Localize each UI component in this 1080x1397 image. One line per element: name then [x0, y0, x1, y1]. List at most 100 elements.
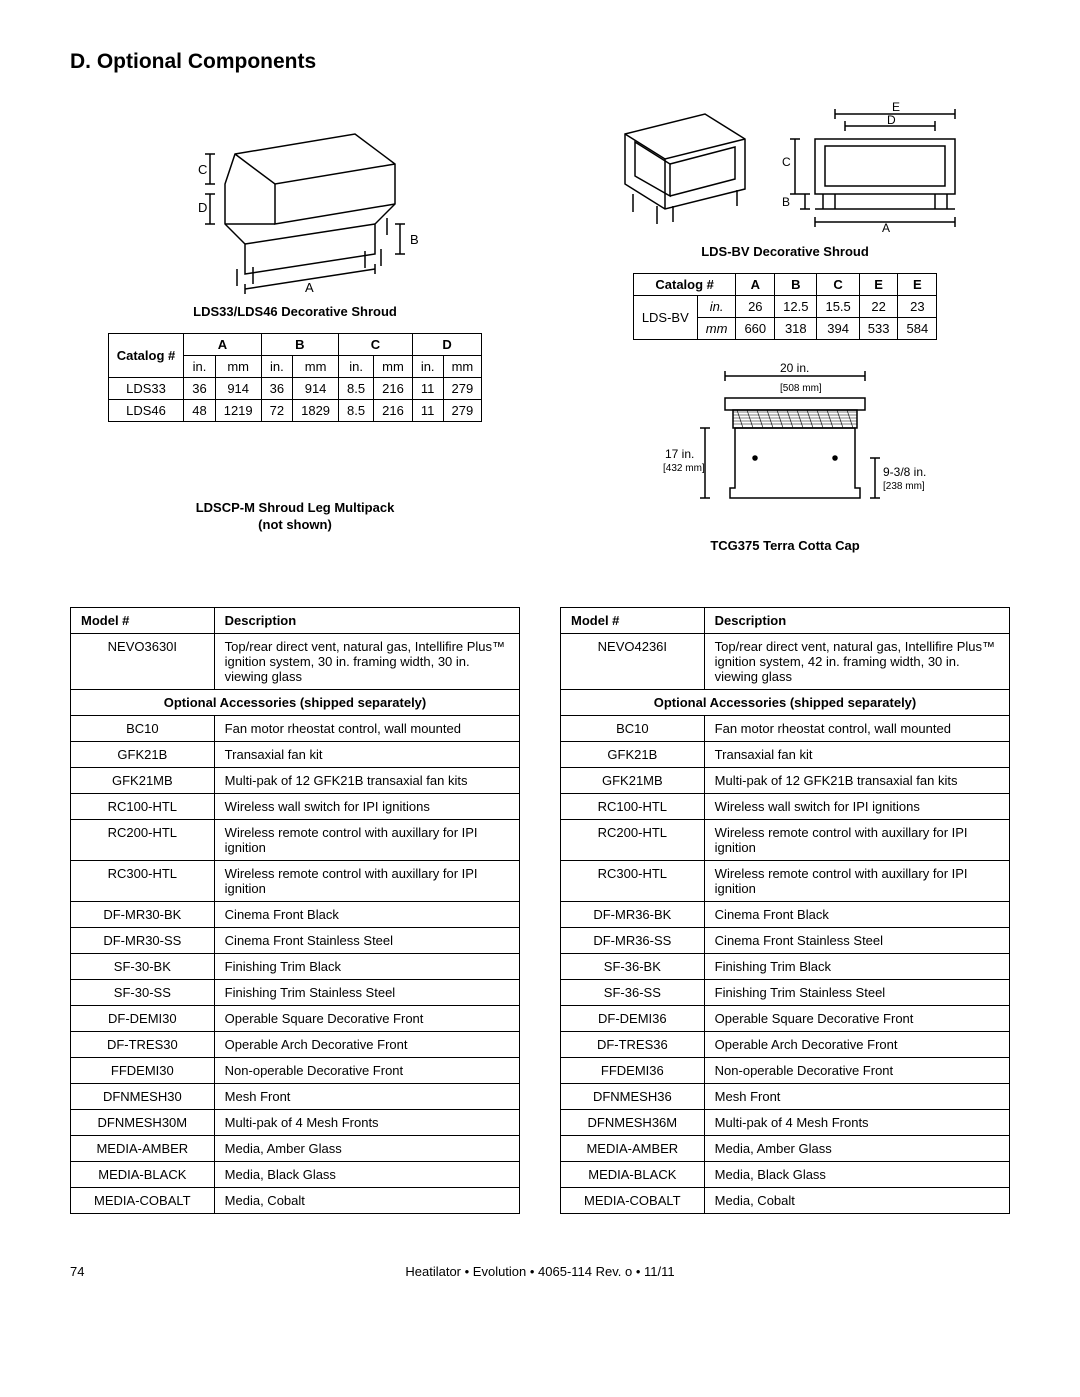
cell: 36 — [261, 378, 292, 400]
acc-model: MEDIA-AMBER — [561, 1136, 705, 1162]
acc-model: DF-MR30-BK — [71, 902, 215, 928]
acc-desc: Wireless remote control with auxillary f… — [214, 861, 519, 902]
col-c: C — [339, 334, 413, 356]
acc-desc: Transaxial fan kit — [704, 742, 1009, 768]
acc-desc: Operable Arch Decorative Front — [214, 1032, 519, 1058]
acc-header: Optional Accessories (shipped separately… — [71, 690, 520, 716]
acc-desc: Wireless wall switch for IPI ignitions — [214, 794, 519, 820]
cell: 216 — [374, 378, 413, 400]
tcg-w-mm: [508 mm] — [780, 383, 822, 394]
tcg-h-in: 17 in. — [665, 447, 694, 461]
cell: 22 — [859, 296, 898, 318]
acc-model: RC300-HTL — [561, 861, 705, 902]
unit-cell: in. — [261, 356, 292, 378]
cell: 1219 — [215, 400, 261, 422]
acc-desc: Cinema Front Black — [704, 902, 1009, 928]
acc-desc: Wireless remote control with auxillary f… — [704, 820, 1009, 861]
unit-cell: mm — [374, 356, 413, 378]
cell: 8.5 — [339, 378, 374, 400]
acc-model: DFNMESH36 — [561, 1084, 705, 1110]
col-b: B — [261, 334, 338, 356]
acc-desc: Multi-pak of 12 GFK21B transaxial fan ki… — [704, 768, 1009, 794]
acc-desc: Fan motor rheostat control, wall mounted — [704, 716, 1009, 742]
cell: 23 — [898, 296, 937, 318]
acc-desc: Media, Cobalt — [704, 1188, 1009, 1214]
acc-model: MEDIA-COBALT — [71, 1188, 215, 1214]
acc-desc: Mesh Front — [704, 1084, 1009, 1110]
page-footer: 74 Heatilator • Evolution • 4065-114 Rev… — [70, 1264, 1010, 1279]
ldsbv-cat: LDS-BV — [633, 296, 697, 340]
catalog-cell: LDS46 — [108, 400, 184, 422]
ldsbv-diagram: E D C B A — [560, 94, 1010, 234]
svg-text:A: A — [882, 221, 890, 234]
acc-header: Optional Accessories (shipped separately… — [561, 690, 1010, 716]
svg-text:C: C — [198, 162, 207, 177]
unit-cell: mm — [215, 356, 261, 378]
acc-desc: Media, Black Glass — [704, 1162, 1009, 1188]
acc-model: SF-30-BK — [71, 954, 215, 980]
acc-model: GFK21B — [71, 742, 215, 768]
unit-cell: in. — [339, 356, 374, 378]
cell: 36 — [184, 378, 215, 400]
acc-model: RC300-HTL — [71, 861, 215, 902]
multipack-caption-2: (not shown) — [70, 517, 520, 532]
unit-in: in. — [697, 296, 736, 318]
acc-model: DF-MR36-BK — [561, 902, 705, 928]
cell: 394 — [817, 318, 859, 340]
col-a: A — [736, 274, 775, 296]
acc-model: DF-DEMI30 — [71, 1006, 215, 1032]
unit-cell: in. — [184, 356, 215, 378]
acc-model: GFK21B — [561, 742, 705, 768]
acc-model: RC200-HTL — [71, 820, 215, 861]
acc-model: DF-TRES36 — [561, 1032, 705, 1058]
svg-text:E: E — [892, 100, 900, 114]
lds-dim-table: Catalog # A B C D in.mmin.mmin.mmin.mm L… — [108, 333, 483, 422]
cell: 584 — [898, 318, 937, 340]
acc-desc: Operable Square Decorative Front — [704, 1006, 1009, 1032]
acc-model: SF-36-SS — [561, 980, 705, 1006]
svg-text:B: B — [782, 195, 790, 209]
cell: 48 — [184, 400, 215, 422]
acc-model: RC200-HTL — [561, 820, 705, 861]
acc-desc: Multi-pak of 4 Mesh Fronts — [214, 1110, 519, 1136]
acc-model: DF-DEMI36 — [561, 1006, 705, 1032]
hdr-model: Model # — [71, 608, 215, 634]
acc-model: BC10 — [71, 716, 215, 742]
model-table-left: Model # Description NEVO3630I Top/rear d… — [70, 607, 520, 1214]
ldsbv-dim-table: Catalog # A B C E E LDS-BV in. 26 12.5 1… — [633, 273, 937, 340]
svg-text:D: D — [887, 113, 896, 127]
footer-text: Heatilator • Evolution • 4065-114 Rev. o… — [405, 1264, 674, 1279]
acc-desc: Cinema Front Stainless Steel — [214, 928, 519, 954]
acc-model: BC10 — [561, 716, 705, 742]
acc-model: RC100-HTL — [71, 794, 215, 820]
lds-shroud-caption: LDS33/LDS46 Decorative Shroud — [70, 304, 520, 319]
model-table-right: Model # Description NEVO4236I Top/rear d… — [560, 607, 1010, 1214]
acc-model: MEDIA-BLACK — [71, 1162, 215, 1188]
svg-text:B: B — [410, 232, 419, 247]
acc-desc: Fan motor rheostat control, wall mounted — [214, 716, 519, 742]
lds-shroud-diagram: C D B A — [70, 94, 520, 294]
cell: 660 — [736, 318, 775, 340]
model-desc: Top/rear direct vent, natural gas, Intel… — [704, 634, 1009, 690]
acc-model: FFDEMI36 — [561, 1058, 705, 1084]
col-c: C — [817, 274, 859, 296]
acc-model: GFK21MB — [71, 768, 215, 794]
cell: 11 — [412, 378, 443, 400]
col-catalog: Catalog # — [108, 334, 184, 378]
acc-model: GFK21MB — [561, 768, 705, 794]
cell: 279 — [443, 378, 482, 400]
acc-desc: Finishing Trim Stainless Steel — [704, 980, 1009, 1006]
acc-desc: Non-operable Decorative Front — [704, 1058, 1009, 1084]
acc-model: RC100-HTL — [561, 794, 705, 820]
acc-desc: Media, Amber Glass — [214, 1136, 519, 1162]
acc-desc: Non-operable Decorative Front — [214, 1058, 519, 1084]
acc-desc: Operable Arch Decorative Front — [704, 1032, 1009, 1058]
tcg-h-mm: [432 mm] — [663, 463, 705, 474]
multipack-caption-1: LDSCP-M Shroud Leg Multipack — [70, 500, 520, 515]
acc-desc: Finishing Trim Black — [214, 954, 519, 980]
acc-model: DFNMESH30 — [71, 1084, 215, 1110]
acc-desc: Operable Square Decorative Front — [214, 1006, 519, 1032]
acc-desc: Media, Black Glass — [214, 1162, 519, 1188]
acc-model: DFNMESH36M — [561, 1110, 705, 1136]
cell: 11 — [412, 400, 443, 422]
